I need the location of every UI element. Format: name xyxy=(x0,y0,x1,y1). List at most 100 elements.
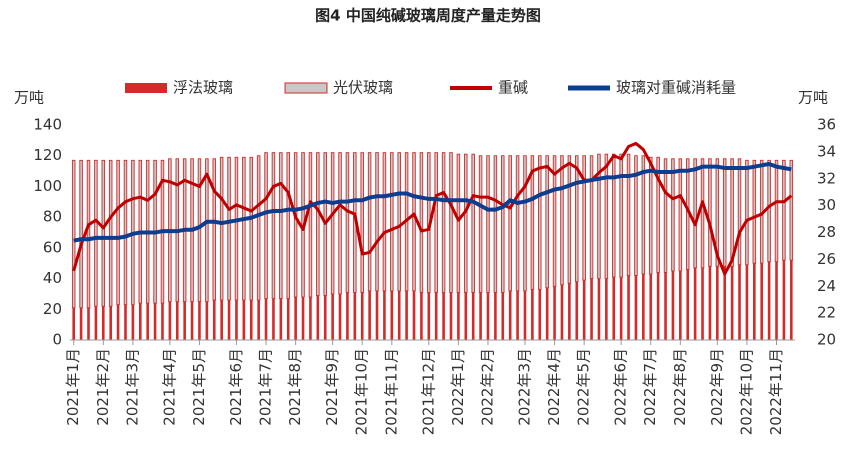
y2-tick-label: 22 xyxy=(817,304,836,322)
bar xyxy=(708,266,712,340)
x-tick-label: 2022年5月 xyxy=(575,348,593,426)
bar xyxy=(242,156,246,301)
bar xyxy=(338,152,342,295)
bar xyxy=(494,292,497,340)
bar xyxy=(471,292,475,340)
bar xyxy=(619,153,623,278)
bar xyxy=(597,153,601,280)
bar xyxy=(108,159,113,307)
y-tick-label: 20 xyxy=(43,300,62,318)
legend-label: 浮法玻璃 xyxy=(173,79,233,97)
bar xyxy=(456,153,461,293)
bar xyxy=(79,307,83,340)
bar xyxy=(790,260,793,340)
bar xyxy=(205,301,209,340)
legend-label: 重碱 xyxy=(498,79,528,97)
bar xyxy=(198,301,201,340)
bar xyxy=(94,306,98,340)
bar xyxy=(560,284,564,340)
bar xyxy=(286,298,290,340)
bar xyxy=(552,155,557,287)
bar xyxy=(397,290,401,340)
x-tick-label: 2022年10月 xyxy=(737,348,755,435)
bar xyxy=(419,152,424,293)
bar xyxy=(212,300,216,340)
bar xyxy=(531,289,534,340)
x-tick-label: 2021年7月 xyxy=(257,348,275,426)
bar xyxy=(700,158,705,269)
bar xyxy=(235,300,238,340)
bar xyxy=(249,300,253,340)
bar xyxy=(641,155,646,275)
bar xyxy=(605,278,608,340)
bar xyxy=(116,304,120,340)
bar xyxy=(782,159,786,261)
bar xyxy=(286,152,290,299)
x-tick-label: 2022年8月 xyxy=(671,348,689,426)
bar xyxy=(116,159,120,306)
bar xyxy=(123,159,128,306)
bar xyxy=(168,301,172,340)
x-tick-label: 2022年2月 xyxy=(478,348,496,426)
bar xyxy=(301,297,305,340)
bar xyxy=(612,153,616,278)
bar xyxy=(420,292,423,340)
bar xyxy=(153,303,157,340)
bar xyxy=(486,292,490,340)
bar xyxy=(693,267,697,340)
bar xyxy=(486,155,490,293)
bar xyxy=(220,300,223,340)
bar xyxy=(442,292,445,340)
bar xyxy=(457,292,460,340)
bar xyxy=(686,269,690,340)
bar xyxy=(264,298,268,340)
bar xyxy=(745,264,749,340)
bar xyxy=(782,260,786,340)
bar xyxy=(161,303,164,340)
bar xyxy=(478,155,483,293)
bar xyxy=(471,153,475,293)
bar xyxy=(190,301,194,340)
bar xyxy=(256,155,261,301)
bar xyxy=(730,158,734,267)
x-tick-label: 2021年5月 xyxy=(190,348,208,426)
bar xyxy=(723,266,727,340)
bar xyxy=(368,290,371,340)
bar xyxy=(101,159,106,307)
y-tick-label: 60 xyxy=(43,238,62,256)
bar xyxy=(664,272,667,340)
bar xyxy=(789,159,794,261)
chart-title: 图4 中国纯碱玻璃周度产量走势图 xyxy=(315,7,541,25)
bar xyxy=(293,152,298,298)
bar xyxy=(316,295,320,340)
x-tick-label: 2021年12月 xyxy=(419,348,437,435)
bar xyxy=(515,155,520,292)
bar xyxy=(626,153,631,276)
bar xyxy=(279,298,283,340)
x-tick-label: 2021年11月 xyxy=(382,348,400,435)
bar xyxy=(493,155,498,293)
bar xyxy=(501,155,505,293)
bar xyxy=(619,277,623,340)
bar xyxy=(427,292,431,340)
bar xyxy=(441,152,446,293)
x-tick-label: 2022年11月 xyxy=(767,348,785,435)
bar xyxy=(101,306,105,340)
bar xyxy=(767,261,771,340)
legend-swatch xyxy=(284,82,328,94)
bar xyxy=(501,292,505,340)
legend-label: 玻璃对重碱消耗量 xyxy=(616,79,736,97)
bar xyxy=(412,290,416,340)
bar xyxy=(612,277,616,340)
bar xyxy=(71,159,76,309)
y-axis-title: 万吨 xyxy=(14,89,44,107)
bar xyxy=(316,152,320,296)
bar xyxy=(649,273,653,340)
y2-tick-label: 28 xyxy=(817,223,836,241)
bar xyxy=(72,307,75,340)
bar xyxy=(679,270,682,340)
bar xyxy=(753,263,756,340)
y-tick-label: 100 xyxy=(33,177,62,195)
y2-axis-title: 万吨 xyxy=(798,89,828,107)
